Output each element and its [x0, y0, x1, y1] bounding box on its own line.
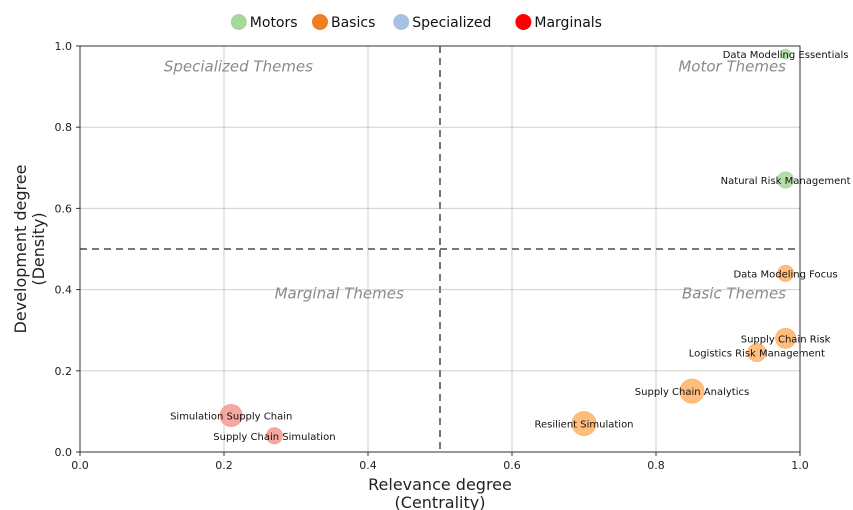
data-point: [780, 48, 792, 60]
quadrant-labels: Specialized Themes Motor Themes Marginal T…: [164, 57, 786, 302]
y-tick-label: 0.0: [55, 446, 73, 459]
point-label: Logistics Risk Management: [689, 349, 825, 360]
legend-label: Motors: [250, 15, 298, 31]
x-tick-label: 0.2: [215, 459, 233, 472]
point-label: Resilient Simulation: [534, 420, 633, 431]
point-labels: Data Modeling Essentials Natural Risk Man…: [170, 50, 851, 443]
data-point: [265, 427, 283, 445]
x-tick-label: 0.6: [503, 459, 521, 472]
y-tick-label: 1.0: [55, 40, 73, 53]
y-tick-label: 0.4: [55, 284, 73, 297]
legend-label: Marginals: [534, 15, 602, 31]
data-point: [747, 343, 767, 363]
data-points: [219, 48, 797, 445]
x-tick-label: 0.8: [647, 459, 665, 472]
legend-marker: [312, 14, 328, 30]
threshold-lines: [80, 46, 800, 452]
legend: Motors Basics Specialized Marginals: [230, 14, 602, 31]
point-label: Data Modeling Essentials: [723, 50, 849, 61]
y-axis-label: Development degree: [11, 165, 30, 334]
point-label: Supply Chain Analytics: [635, 387, 749, 398]
data-point: [777, 264, 795, 282]
x-tick-label: 0.0: [71, 459, 89, 472]
quadrant-label: Basic Themes: [682, 285, 786, 303]
x-axis-ticks: 0.0 0.2 0.4 0.6 0.8 1.0: [71, 452, 809, 472]
data-point: [219, 403, 243, 427]
quadrant-label: Marginal Themes: [275, 285, 404, 303]
point-label: Natural Risk Management: [721, 176, 851, 187]
y-tick-label: 0.2: [55, 365, 73, 378]
y-tick-label: 0.6: [55, 202, 73, 215]
y-axis-ticks: 0.0 0.2 0.4 0.6 0.8 1.0: [55, 40, 80, 459]
axis-labels: Relevance degree(Centrality) Development …: [11, 165, 512, 510]
x-tick-label: 0.4: [359, 459, 377, 472]
data-point: [679, 378, 705, 404]
data-point: [775, 327, 797, 349]
data-point: [571, 411, 597, 437]
plot-area: [79, 45, 801, 453]
point-label: Supply Chain Simulation: [213, 432, 335, 443]
y-tick-label: 0.8: [55, 121, 73, 134]
point-label: Simulation Supply Chain: [170, 411, 292, 422]
legend-marker: [515, 14, 532, 30]
legend-marker: [393, 14, 410, 30]
legend-label: Basics: [331, 15, 375, 31]
data-point: [777, 171, 795, 189]
quadrant-label: Motor Themes: [678, 57, 786, 75]
legend-marker: [230, 14, 247, 30]
point-label: Data Modeling Focus: [733, 269, 837, 280]
point-label: Supply Chain Risk: [741, 334, 831, 345]
x-axis-label: Relevance degree: [368, 475, 512, 494]
quadrant-label: Specialized Themes: [164, 57, 313, 75]
x-tick-label: 1.0: [791, 459, 809, 472]
x-axis-label: (Centrality): [395, 493, 486, 510]
legend-label: Specialized: [412, 15, 491, 31]
y-axis-label: (Density): [29, 212, 48, 285]
